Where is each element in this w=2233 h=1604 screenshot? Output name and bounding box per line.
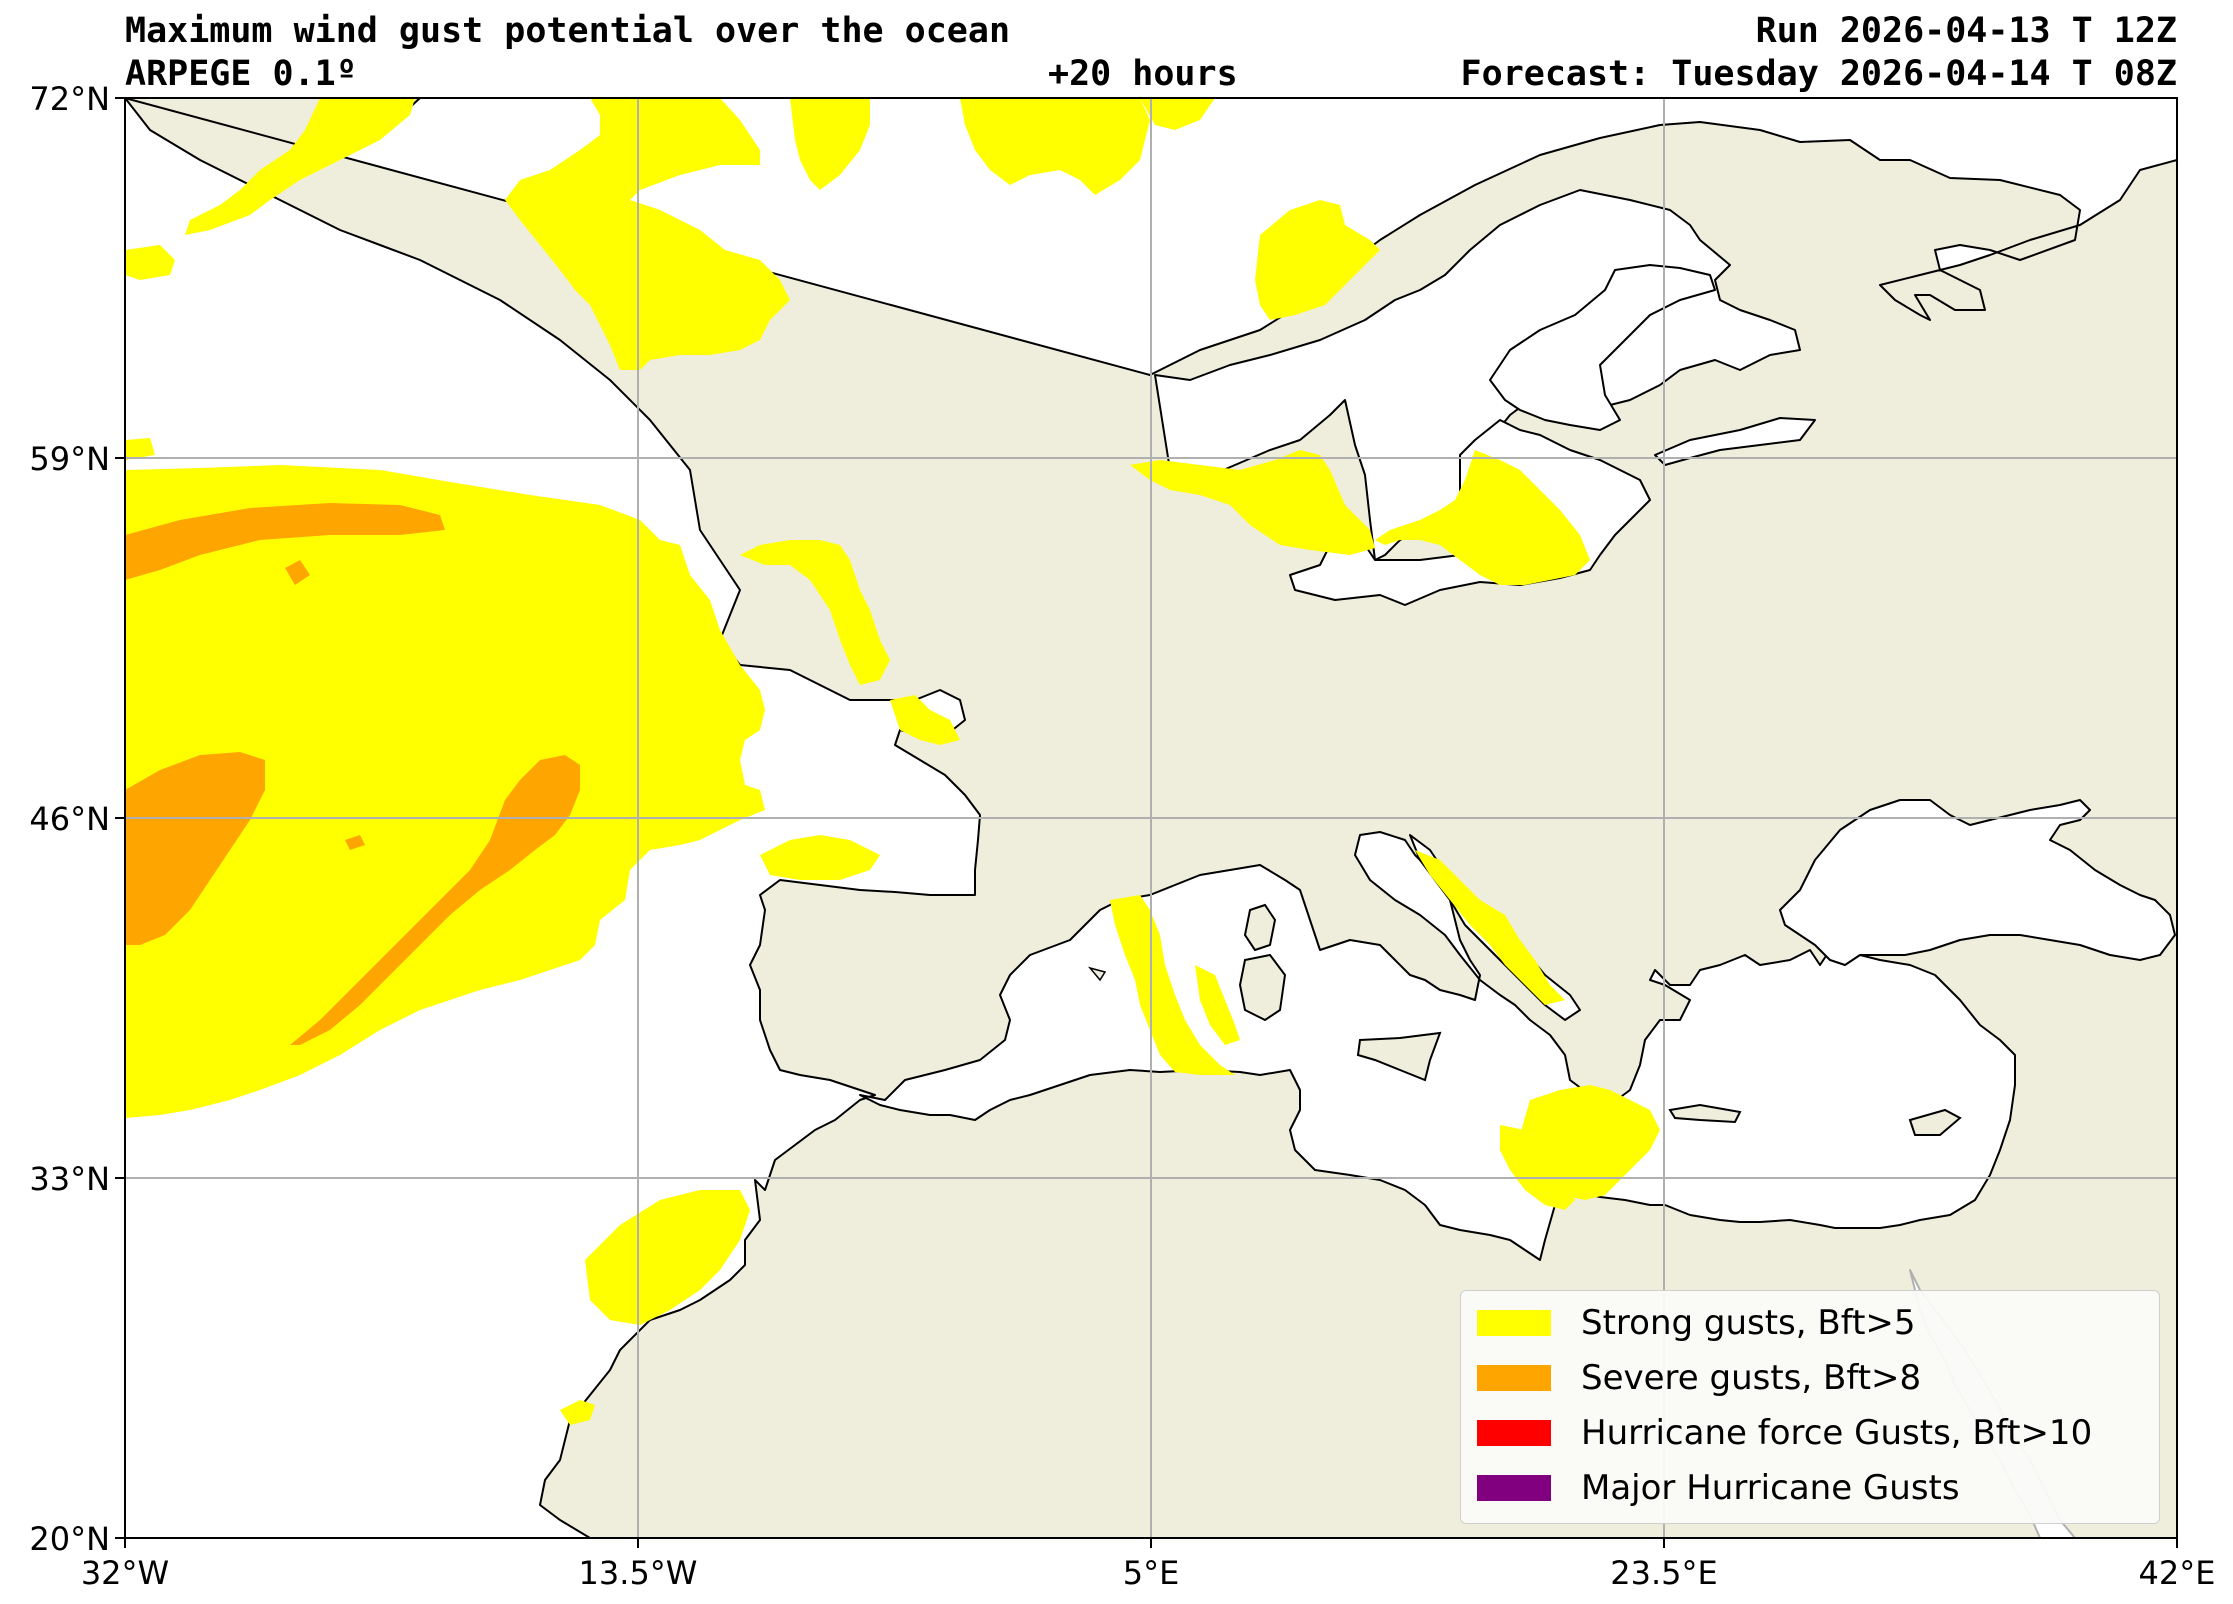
legend: Strong gusts, Bft>5 Severe gusts, Bft>8 … (1460, 1290, 2160, 1524)
crete (1668, 1103, 1742, 1124)
map-title: Maximum wind gust potential over the oce… (125, 11, 1011, 51)
strong-gust-barents (790, 98, 1215, 195)
strong-gust-areas (125, 98, 1660, 1425)
legend-item-strong: Strong gusts, Bft>5 (1477, 1303, 1916, 1343)
balearic (1087, 966, 1107, 982)
legend-label-severe: Severe gusts, Bft>8 (1581, 1358, 1922, 1398)
lat-label-0: 72°N (29, 80, 110, 118)
gulf-of-finland (1654, 417, 1816, 466)
legend-swatch-strong (1477, 1310, 1551, 1336)
strong-gust-norwegian-sea (505, 98, 790, 370)
tick-marks (115, 97, 2178, 1548)
corsica (1243, 903, 1277, 952)
strong-gust-baltic (1375, 450, 1590, 585)
lon-label-4: 42°E (2139, 1554, 2216, 1592)
strong-gust-irish-sea (740, 540, 890, 685)
severe-gust-speck-1 (285, 560, 310, 585)
strong-gust-skagerrak (1130, 450, 1375, 555)
sicily (1356, 1031, 1442, 1082)
lat-axis-labels: 72°N 59°N 46°N 33°N 20°N (29, 80, 110, 1558)
lat-label-1: 59°N (29, 440, 110, 478)
legend-label-strong: Strong gusts, Bft>5 (1581, 1303, 1916, 1343)
lon-label-3: 23.5°E (1610, 1554, 1717, 1592)
lon-label-1: 13.5°W (579, 1554, 698, 1592)
strong-gust-north-atlantic (185, 98, 415, 235)
lat-label-4: 20°N (29, 1520, 110, 1558)
sardinia (1238, 953, 1287, 1022)
lat-label-2: 46°N (29, 800, 110, 838)
strong-gust-channel (890, 695, 960, 745)
black-sea (1779, 799, 2176, 966)
strong-gust-atlantic-main (125, 465, 765, 1118)
legend-label-major-hurricane: Major Hurricane Gusts (1581, 1468, 1960, 1508)
severe-gust-west-atlantic (125, 752, 265, 945)
severe-gust-areas (125, 503, 580, 1045)
severe-gust-north-atlantic-band (125, 503, 445, 580)
strong-gust-biscay-patch (760, 835, 880, 880)
model-label: ARPEGE 0.1º (125, 54, 357, 94)
lon-label-2: 5°E (1123, 1554, 1180, 1592)
lead-time-label: +20 hours (1048, 54, 1238, 94)
strong-gust-adriatic (1415, 850, 1565, 1005)
strong-gust-north-sea-patch (1255, 200, 1380, 320)
severe-gust-speck-2 (345, 835, 365, 850)
legend-swatch-hurricane (1477, 1420, 1551, 1446)
legend-swatch-major-hurricane (1477, 1475, 1551, 1501)
strong-gust-iceland-patch (125, 245, 175, 460)
lon-label-0: 32°W (81, 1554, 169, 1592)
legend-label-hurricane: Hurricane force Gusts, Bft>10 (1581, 1413, 2093, 1453)
cyprus (1908, 1108, 1962, 1136)
lon-axis-labels: 32°W 13.5°W 5°E 23.5°E 42°E (81, 1554, 2216, 1592)
med-islands (1087, 903, 1962, 1136)
severe-gust-diagonal-band (290, 755, 580, 1045)
legend-item-hurricane: Hurricane force Gusts, Bft>10 (1477, 1413, 2092, 1453)
legend-item-major-hurricane: Major Hurricane Gusts (1477, 1468, 1960, 1508)
strong-gust-tyrrhenian (1110, 895, 1240, 1075)
legend-item-severe: Severe gusts, Bft>8 (1477, 1358, 1921, 1398)
legend-swatch-severe (1477, 1365, 1551, 1391)
strong-gust-ionian (1500, 1125, 1575, 1210)
strong-gust-canaries (560, 1190, 750, 1425)
forecast-label: Forecast: Tuesday 2026-04-14 T 08Z (1460, 54, 2177, 94)
lat-label-3: 33°N (29, 1160, 110, 1198)
run-label: Run 2026-04-13 T 12Z (1755, 11, 2177, 51)
